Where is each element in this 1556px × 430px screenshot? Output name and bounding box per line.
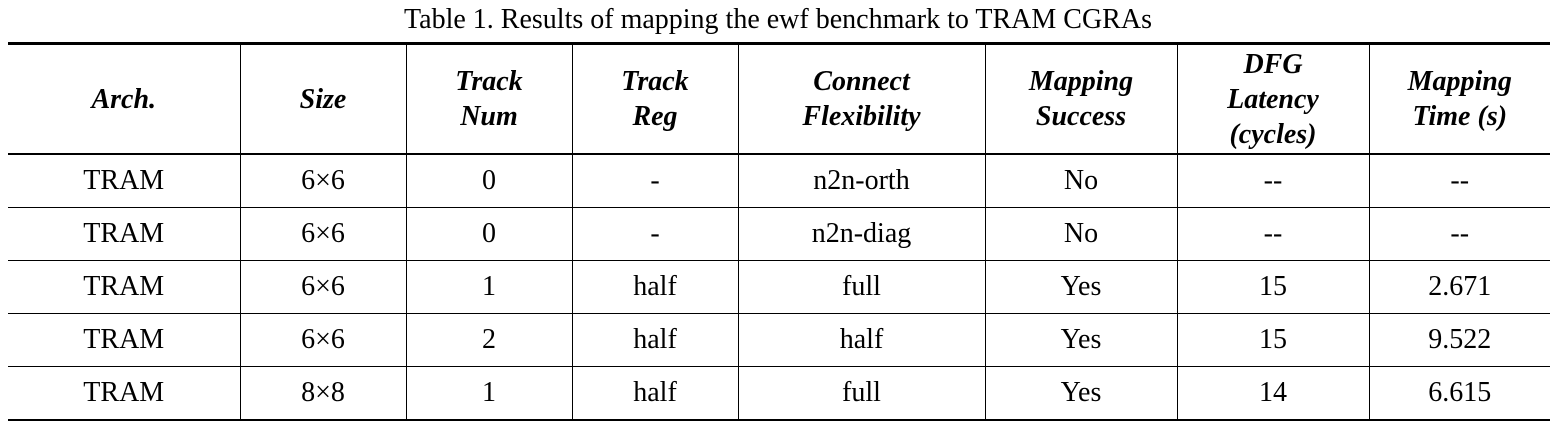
cell-mapping-time: -- <box>1368 154 1550 208</box>
cell-track-num: 0 <box>405 207 572 261</box>
table-row: TRAM 6×6 0 - n2n-orth No -- -- <box>8 154 1550 208</box>
header-track-num: Track Num <box>405 42 572 155</box>
header-connect-flexibility: Connect Flexibility <box>737 42 985 155</box>
cell-size: 6×6 <box>239 154 406 208</box>
cell-track-num: 2 <box>405 313 572 367</box>
cell-size: 6×6 <box>239 260 406 314</box>
cell-size: 8×8 <box>239 366 406 421</box>
cell-connect-flexibility: full <box>737 260 985 314</box>
cell-track-num: 0 <box>405 154 572 208</box>
cell-arch: TRAM <box>8 207 240 261</box>
cell-mapping-time: -- <box>1368 207 1550 261</box>
cell-track-reg: half <box>571 313 738 367</box>
cell-arch: TRAM <box>8 313 240 367</box>
cell-dfg-latency: -- <box>1176 207 1369 261</box>
header-track-reg: Track Reg <box>571 42 738 155</box>
cell-arch: TRAM <box>8 260 240 314</box>
cell-dfg-latency: 15 <box>1176 313 1369 367</box>
cell-size: 6×6 <box>239 313 406 367</box>
table-row: TRAM 6×6 2 half half Yes 15 9.522 <box>8 313 1550 367</box>
cell-mapping-success: Yes <box>984 366 1177 421</box>
cell-dfg-latency: 15 <box>1176 260 1369 314</box>
header-mapping-success: Mapping Success <box>984 42 1177 155</box>
header-dfg-latency: DFG Latency (cycles) <box>1176 42 1369 155</box>
cell-arch: TRAM <box>8 366 240 421</box>
cell-connect-flexibility: full <box>737 366 985 421</box>
table-body: TRAM 6×6 0 - n2n-orth No -- -- TRAM 6×6 … <box>8 154 1550 421</box>
cell-mapping-time: 6.615 <box>1368 366 1550 421</box>
cell-track-num: 1 <box>405 366 572 421</box>
header-size: Size <box>239 42 406 155</box>
cell-track-reg: - <box>571 207 738 261</box>
cell-track-reg: - <box>571 154 738 208</box>
cell-mapping-success: No <box>984 154 1177 208</box>
cell-arch: TRAM <box>8 154 240 208</box>
cell-connect-flexibility: half <box>737 313 985 367</box>
table-header: Arch. Size Track Num Track Reg Connect F… <box>8 42 1550 155</box>
cell-mapping-success: No <box>984 207 1177 261</box>
cell-size: 6×6 <box>239 207 406 261</box>
table-row: TRAM 6×6 1 half full Yes 15 2.671 <box>8 260 1550 314</box>
results-table: Arch. Size Track Num Track Reg Connect F… <box>8 42 1550 421</box>
cell-mapping-time: 9.522 <box>1368 313 1550 367</box>
table-row: TRAM 8×8 1 half full Yes 14 6.615 <box>8 366 1550 421</box>
header-row: Arch. Size Track Num Track Reg Connect F… <box>8 42 1550 155</box>
cell-connect-flexibility: n2n-orth <box>737 154 985 208</box>
cell-dfg-latency: -- <box>1176 154 1369 208</box>
cell-mapping-time: 2.671 <box>1368 260 1550 314</box>
cell-mapping-success: Yes <box>984 313 1177 367</box>
header-arch: Arch. <box>8 42 240 155</box>
table-row: TRAM 6×6 0 - n2n-diag No -- -- <box>8 207 1550 261</box>
cell-dfg-latency: 14 <box>1176 366 1369 421</box>
cell-mapping-success: Yes <box>984 260 1177 314</box>
table-caption: Table 1. Results of mapping the ewf benc… <box>404 4 1152 35</box>
header-mapping-time: Mapping Time (s) <box>1368 42 1550 155</box>
cell-track-reg: half <box>571 260 738 314</box>
cell-track-reg: half <box>571 366 738 421</box>
cell-connect-flexibility: n2n-diag <box>737 207 985 261</box>
cell-track-num: 1 <box>405 260 572 314</box>
